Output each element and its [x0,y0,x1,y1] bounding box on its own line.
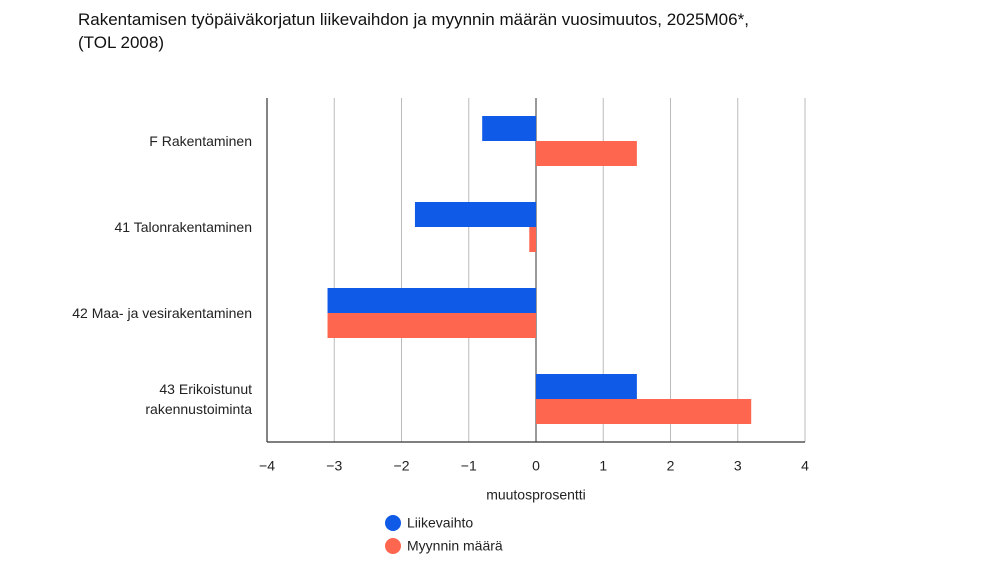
y-tick-label: 42 Maa- ja vesirakentaminen [72,305,252,321]
bar [327,313,536,338]
x-tick-label: 3 [734,458,742,474]
x-tick-label: 4 [801,458,809,474]
title-line: Rakentamisen työpäiväkorjatun liikevaihd… [78,10,749,29]
x-tick-label: 1 [599,458,607,474]
y-tick-label: 41 Talonrakentaminen [114,219,252,235]
title-line: (TOL 2008) [78,33,164,52]
x-tick-label: 0 [532,458,540,474]
bar [482,116,536,141]
x-tick-label: −2 [394,458,410,474]
y-tick-label: F Rakentaminen [149,133,252,149]
legend-marker [385,515,401,531]
legend-label: Liikevaihto [407,515,473,531]
x-tick-label: −1 [461,458,477,474]
bar [414,202,536,227]
bar [536,399,752,424]
y-tick-label: 43 Erikoistunut rakennustoiminta [145,381,252,417]
x-tick-label: −3 [326,458,342,474]
bar [536,141,637,166]
x-tick-label: 2 [667,458,675,474]
x-axis-label: muutosprosentti [486,487,586,503]
chart-title: Rakentamisen työpäiväkorjatun liikevaihd… [78,8,749,54]
bar [327,288,536,313]
legend-label: Myynnin määrä [407,538,503,554]
legend-marker [385,538,401,554]
x-tick-label: −4 [259,458,275,474]
bar [536,374,637,399]
bar [529,227,536,252]
